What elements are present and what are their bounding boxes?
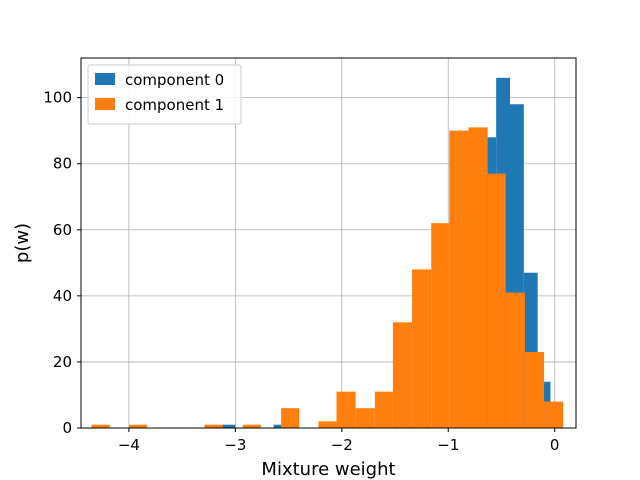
x-axis-ticks: −4 −3 −2 −1 0 xyxy=(118,428,560,454)
legend-label: component 0 xyxy=(125,71,224,89)
histogram-bar-series-1 xyxy=(374,391,393,428)
x-tick-label: 0 xyxy=(550,436,560,454)
histogram-bar-series-1 xyxy=(431,223,450,428)
x-axis-label: Mixture weight xyxy=(261,459,395,480)
x-tick-label: −3 xyxy=(224,436,246,454)
histogram-bar-series-1 xyxy=(468,127,488,428)
y-tick-label: 80 xyxy=(53,155,72,173)
legend: component 0 component 1 xyxy=(87,64,242,125)
histogram-bar-series-1 xyxy=(544,401,564,428)
histogram-bar-series-1 xyxy=(91,424,110,428)
x-tick-label: −1 xyxy=(437,436,459,454)
x-tick-label: −2 xyxy=(331,436,353,454)
y-tick-label: 20 xyxy=(53,353,72,371)
y-axis-label: p(w) xyxy=(12,223,33,263)
histogram-bar-series-1 xyxy=(204,424,223,428)
histogram-bar-series-1 xyxy=(128,424,147,428)
legend-swatch xyxy=(95,73,115,85)
histogram-bar-series-1 xyxy=(392,322,413,428)
x-tick-label: −4 xyxy=(118,436,140,454)
histogram-bar-series-1 xyxy=(412,269,432,428)
histogram-bar-series-1 xyxy=(487,173,506,428)
histogram-bar-series-1 xyxy=(524,352,545,428)
y-tick-label: 40 xyxy=(53,287,72,305)
legend-label: component 1 xyxy=(125,96,224,114)
histogram-bar-series-1 xyxy=(505,292,525,428)
legend-box xyxy=(87,64,242,125)
histogram-bar-series-0 xyxy=(273,424,282,428)
histogram-bar-series-1 xyxy=(318,421,337,428)
histogram-bar-series-1 xyxy=(242,424,261,428)
histogram-bars xyxy=(91,77,564,429)
plot-frame xyxy=(80,57,577,429)
histogram-bar-series-1 xyxy=(449,130,469,428)
histogram-bar-series-1 xyxy=(355,408,375,428)
histogram-bar-series-1 xyxy=(336,391,356,428)
y-tick-label: 60 xyxy=(53,221,72,239)
histogram-bar-series-0 xyxy=(222,424,236,428)
histogram-bar-series-1 xyxy=(281,408,300,428)
legend-swatch xyxy=(95,98,115,110)
y-axis-ticks: 0 20 40 60 80 100 xyxy=(43,89,81,437)
y-tick-label: 100 xyxy=(43,89,72,107)
y-tick-label: 0 xyxy=(62,419,72,437)
